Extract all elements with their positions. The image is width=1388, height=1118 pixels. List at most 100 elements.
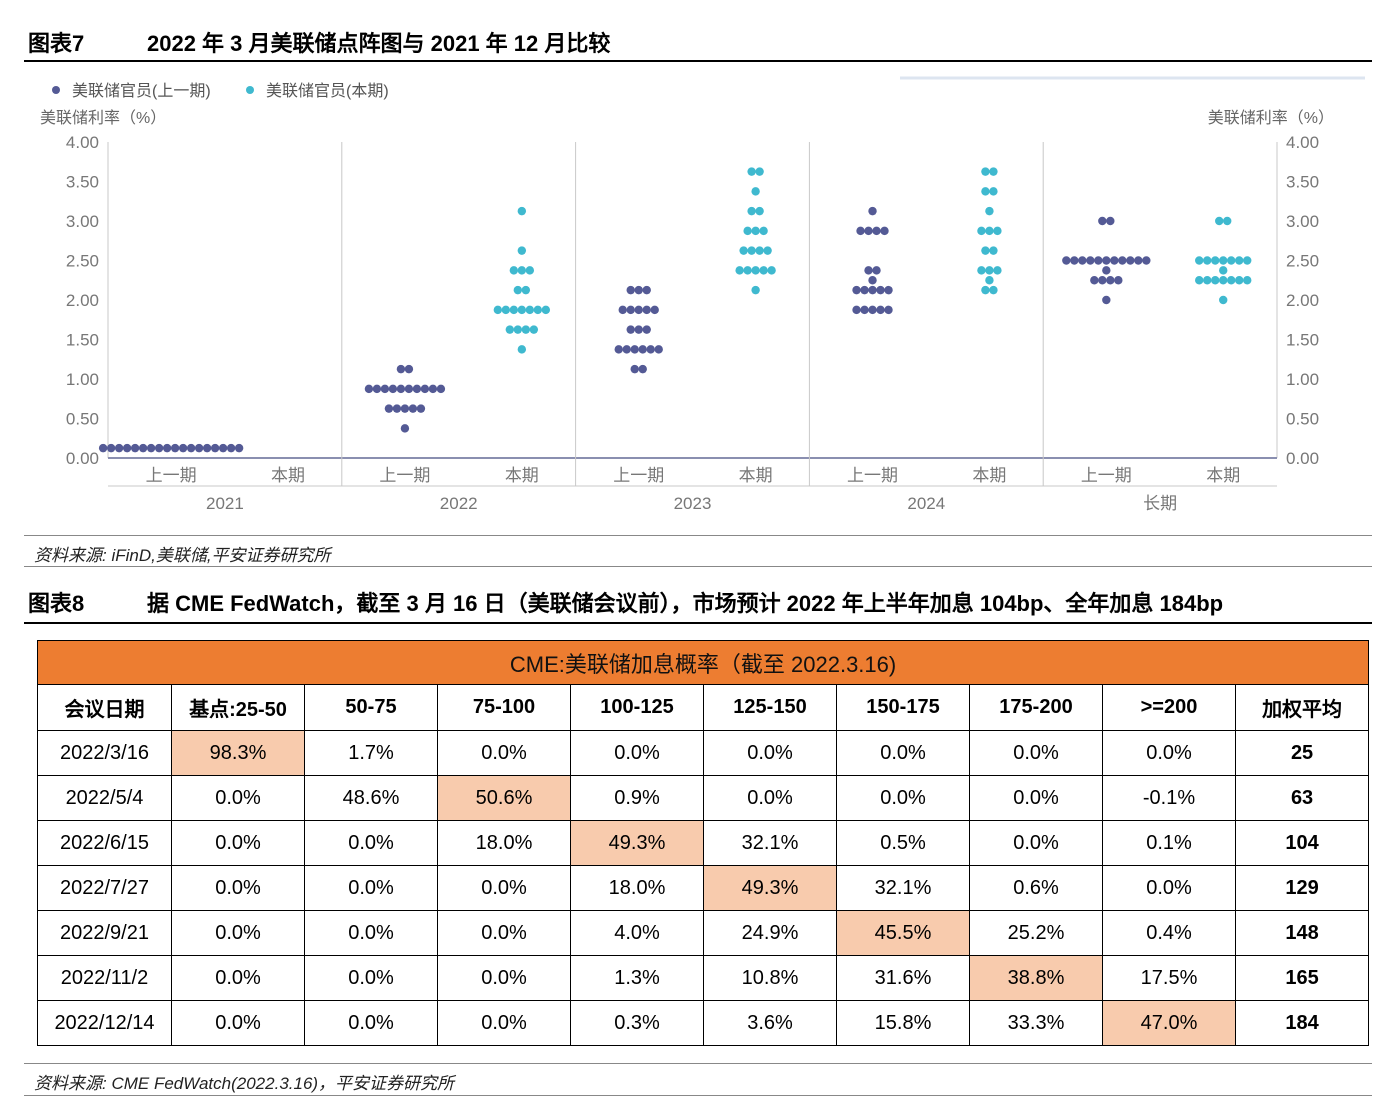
probability-cell: 0.0%	[304, 1000, 438, 1046]
column-header-2: 50-75	[304, 684, 438, 731]
dot-3-0-2-1	[872, 266, 881, 275]
meeting-date-cell: 2022/7/27	[37, 865, 172, 911]
weighted-average-cell: 148	[1234, 910, 1370, 956]
meeting-date-cell: 2022/11/2	[37, 955, 172, 1001]
weighted-average-cell: 129	[1234, 865, 1370, 911]
dot-3-1-5-0	[977, 266, 986, 275]
dot-2-1-2-1	[755, 206, 764, 216]
dot-4-0-1-2	[1078, 256, 1087, 265]
dot-3-0-2-0	[864, 266, 873, 275]
dot-4-0-1-3	[1086, 256, 1095, 265]
probability-cell: 1.7%	[304, 730, 438, 776]
y-tick-left-2: 1.00	[66, 370, 99, 389]
dot-4-1-1-3	[1219, 256, 1228, 265]
dot-2-1-3-2	[759, 226, 768, 236]
y-tick-left-1: 0.50	[66, 410, 99, 429]
dot-1-0-2-2	[400, 404, 410, 413]
dot-0-0-0-11	[186, 443, 196, 453]
dot-2-1-5-0	[735, 266, 744, 275]
column-header-3: 75-100	[437, 684, 571, 731]
meeting-date-cell: 2022/12/14	[37, 1000, 172, 1046]
table-row: 2022/5/4 0.0% 48.6% 50.6% 0.9% 0.0% 0.0% 0.0% -0…	[37, 775, 1370, 821]
probability-cell: 17.5%	[1102, 955, 1236, 1001]
dot-1-1-4-4	[525, 305, 535, 315]
dot-3-0-1-1	[864, 226, 873, 236]
dot-3-1-7-0	[981, 285, 990, 295]
dot-0-0-0-9	[170, 443, 180, 453]
dot-4-1-1-6	[1243, 256, 1252, 265]
dot-1-1-6-0	[517, 345, 527, 354]
y-tick-right-4: 2.00	[1286, 291, 1319, 310]
dot-4-0-1-7	[1118, 256, 1127, 265]
dot-1-1-5-1	[513, 325, 523, 334]
dot-1-0-1-2	[380, 384, 390, 394]
dot-3-0-1-0	[856, 226, 865, 236]
group-label-1: 2022	[440, 494, 478, 513]
group-label-2: 2023	[674, 494, 712, 513]
dot-1-1-4-6	[541, 305, 551, 315]
figure7-header: 图表7 2022 年 3 月美联储点阵图与 2021 年 12 月比较	[24, 26, 1372, 62]
probability-cell: 0.1%	[1102, 820, 1236, 866]
dot-2-1-4-0	[739, 246, 748, 255]
dot-1-1-4-3	[517, 305, 527, 315]
dot-0-0-0-5	[138, 443, 148, 453]
y-tick-left-8: 4.00	[66, 133, 99, 152]
weighted-average-cell: 63	[1234, 775, 1370, 821]
probability-cell: 0.5%	[836, 820, 970, 866]
figure8-title: 据 CME FedWatch，截至 3 月 16 日（美联储会议前），市场预计 …	[147, 591, 1224, 616]
legend-label-1: 美联储官员(本期)	[266, 82, 389, 100]
weighted-average-cell: 104	[1234, 820, 1370, 866]
sub-label-2-1: 本期	[739, 466, 773, 485]
dot-2-0-0-0	[626, 285, 635, 295]
dot-4-0-4-0	[1102, 295, 1111, 305]
dot-4-0-3-3	[1114, 276, 1123, 285]
probability-cell: 32.1%	[703, 820, 837, 866]
dot-4-0-1-0	[1062, 256, 1071, 265]
dot-1-0-1-5	[404, 384, 414, 394]
dot-1-1-5-3	[529, 325, 539, 334]
dot-3-1-3-2	[993, 226, 1002, 236]
dot-4-1-3-5	[1235, 276, 1244, 285]
dot-2-1-4-1	[747, 246, 756, 255]
dot-3-0-4-3	[876, 285, 885, 295]
figure7-number: 图表7	[28, 31, 85, 56]
probability-cell: 0.0%	[836, 730, 970, 776]
dot-2-1-5-3	[759, 266, 768, 275]
dot-0-0-0-0	[98, 443, 108, 453]
probability-cell: 98.3%	[171, 730, 305, 776]
y-tick-left-6: 3.00	[66, 212, 99, 231]
dot-4-1-3-2	[1211, 276, 1220, 285]
weighted-average-cell: 25	[1234, 730, 1370, 776]
dot-4-0-3-0	[1090, 276, 1099, 285]
dot-2-0-3-3	[638, 345, 647, 354]
table-row: 2022/12/14 0.0% 0.0% 0.0% 0.3% 3.6% 15.8% 33.3%…	[37, 1000, 1370, 1046]
y-tick-right-6: 3.00	[1286, 212, 1319, 231]
dot-1-0-1-0	[364, 384, 374, 394]
dot-1-0-1-8	[428, 384, 438, 394]
dot-4-1-4-0	[1219, 295, 1228, 305]
probability-cell: 0.0%	[703, 775, 837, 821]
dot-1-0-1-4	[396, 384, 406, 394]
dot-2-0-1-3	[642, 305, 651, 315]
dot-4-0-1-8	[1126, 256, 1135, 265]
y-tick-right-7: 3.50	[1286, 173, 1319, 192]
dot-0-0-0-13	[202, 443, 212, 453]
dot-2-0-2-0	[626, 325, 635, 334]
y-tick-left-5: 2.50	[66, 252, 99, 271]
fedwatch-probability-table: CME:美联储加息概率（截至 2022.3.16) 会议日期 基点:25-50 50…	[36, 640, 1370, 1046]
legend-marker-0	[52, 86, 60, 94]
dot-2-1-5-4	[767, 266, 776, 275]
table-row: 2022/7/27 0.0% 0.0% 0.0% 18.0% 49.3% 32.1% 0.6%…	[37, 865, 1370, 911]
probability-cell: 0.0%	[171, 910, 305, 956]
dot-1-0-2-4	[416, 404, 426, 413]
dot-4-0-3-2	[1106, 276, 1115, 285]
probability-cell: 0.0%	[304, 910, 438, 956]
dot-0-0-0-3	[122, 443, 132, 453]
chart-axes: 0.00 0.00 0.50 0.50 1.00 1.00 1.50 1.50 2.00 2.00…	[66, 133, 1319, 513]
probability-cell: 49.3%	[703, 865, 837, 911]
dot-3-0-4-2	[868, 285, 877, 295]
dot-2-0-1-4	[650, 305, 659, 315]
dot-4-0-1-10	[1142, 256, 1151, 265]
dot-1-0-3-0	[400, 424, 410, 433]
probability-cell: 0.4%	[1102, 910, 1236, 956]
